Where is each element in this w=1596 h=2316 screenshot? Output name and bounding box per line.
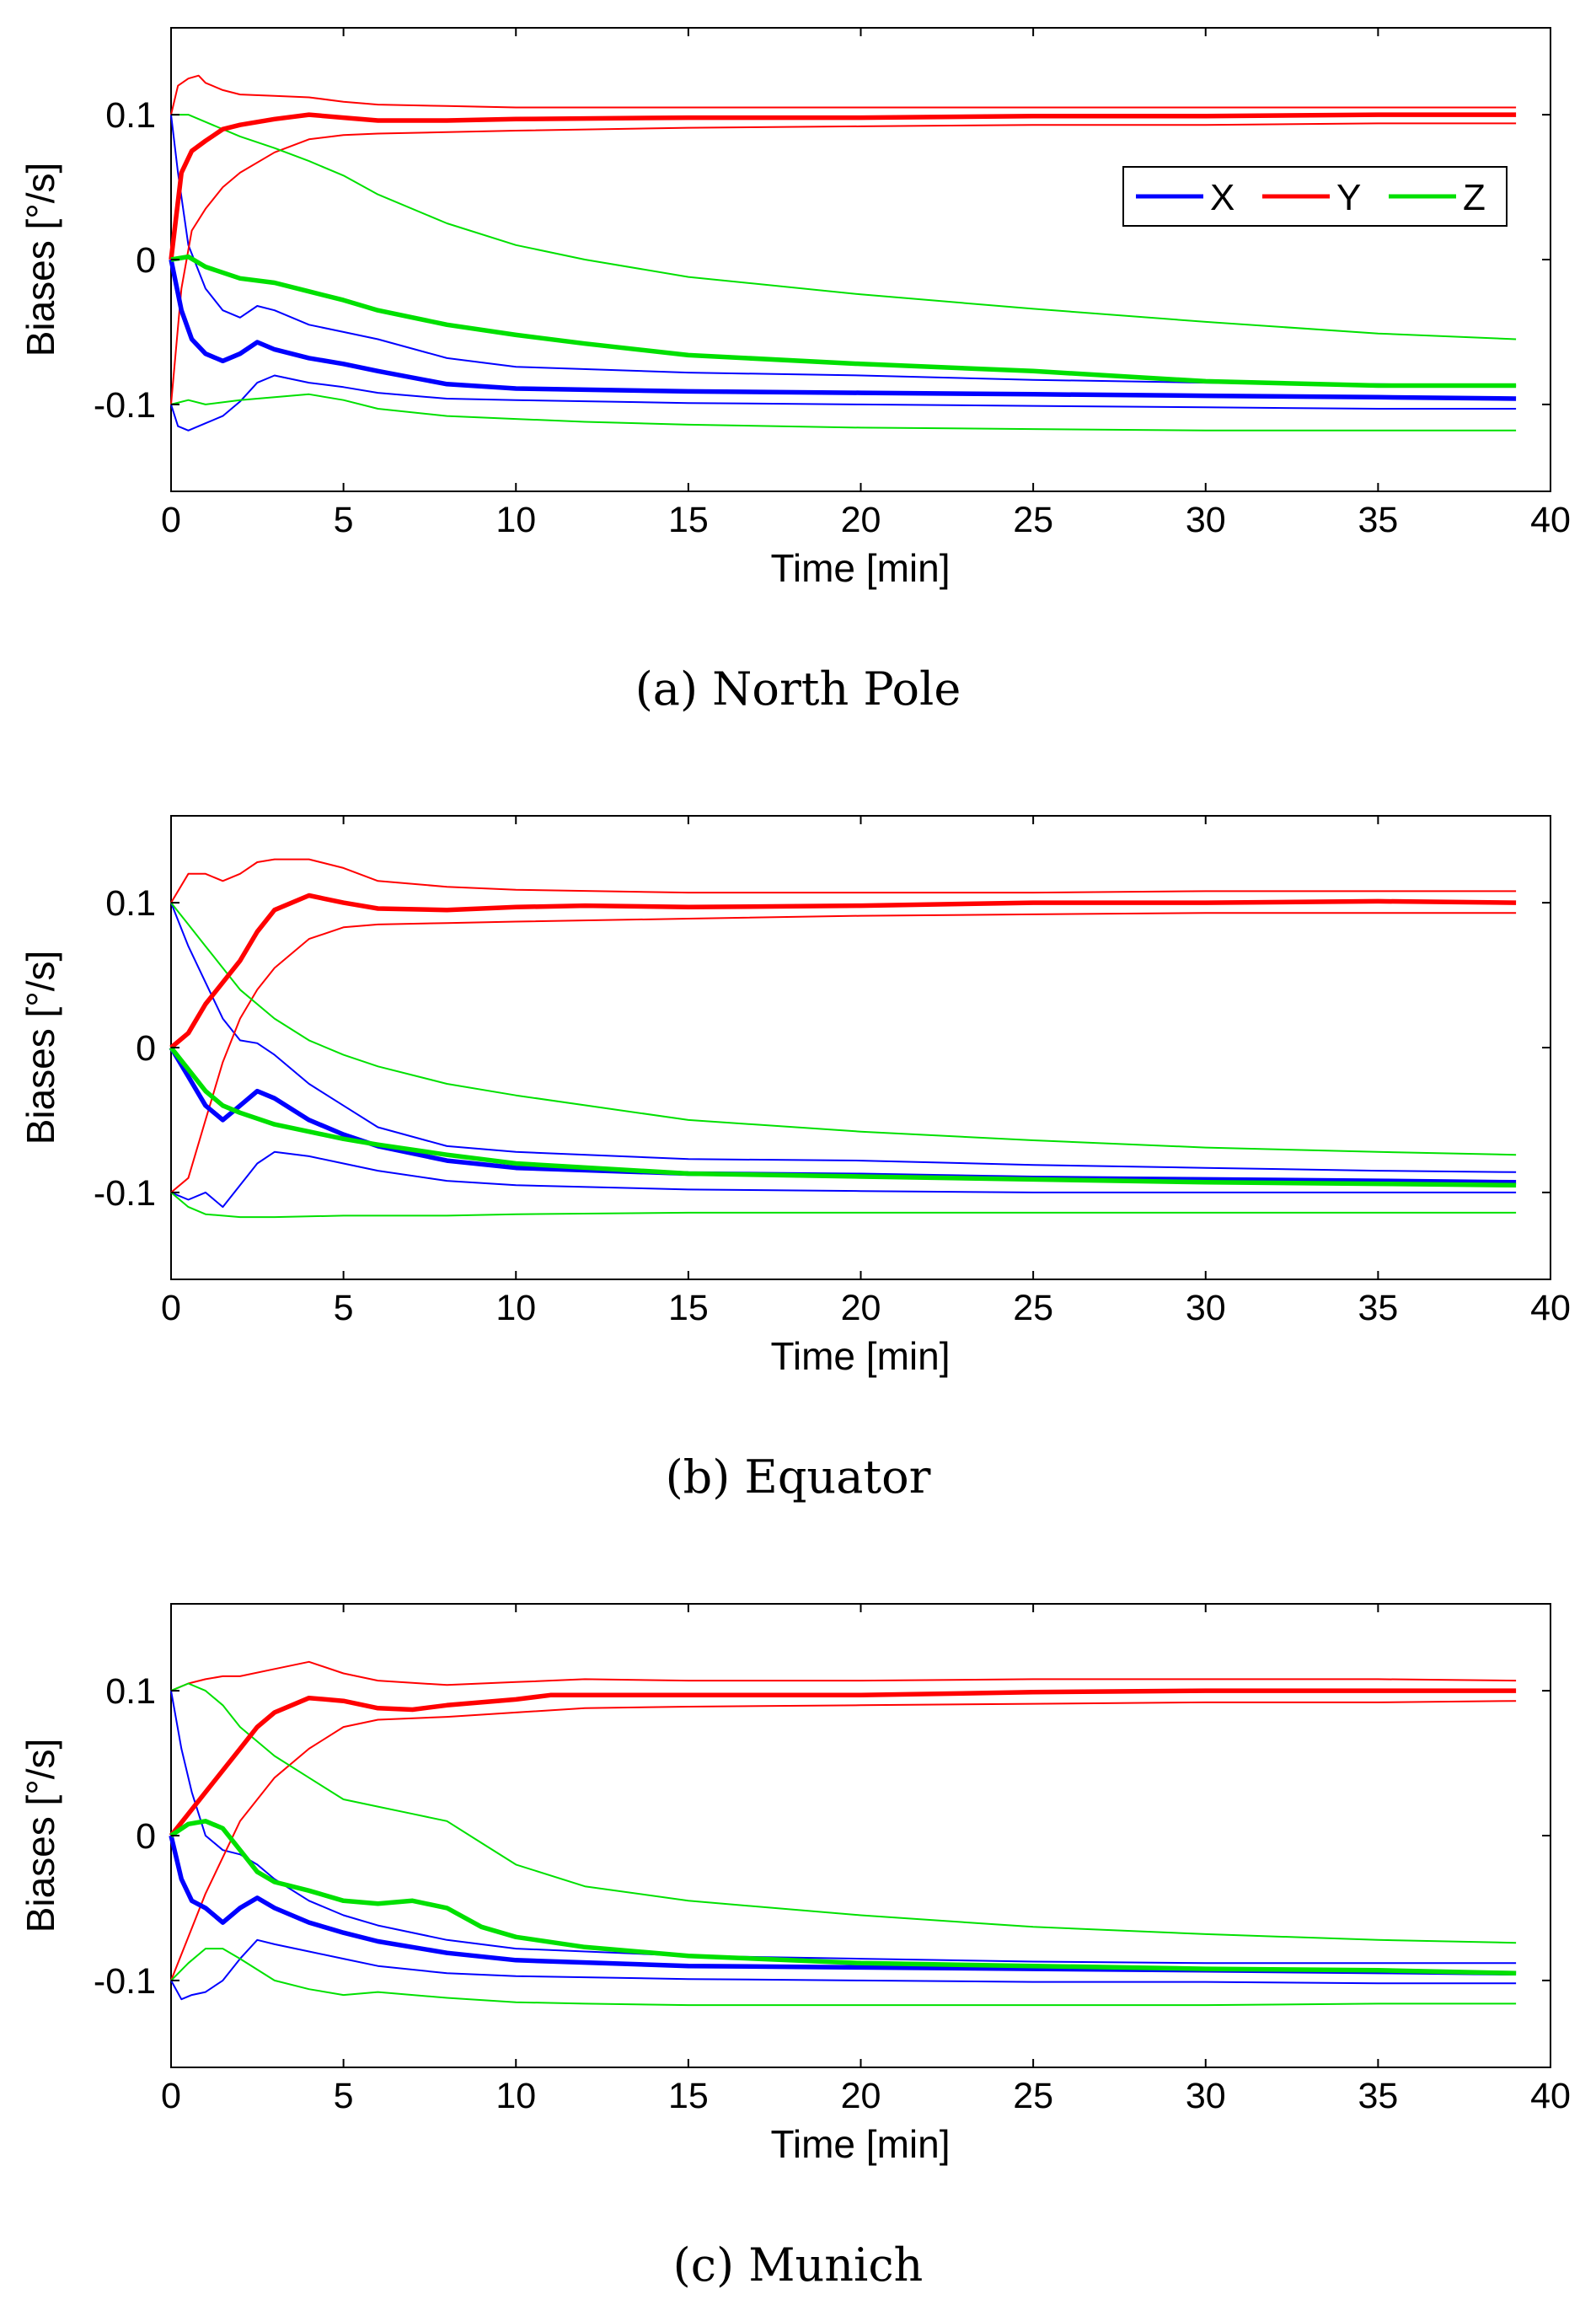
series-line-y-lower-bound [170,122,1517,405]
caption-north-pole: (a) North Pole [635,662,961,716]
x-tick-label: 15 [668,1288,709,1328]
caption-equator: (b) Equator [666,1450,931,1504]
x-tick-label: 5 [334,500,354,540]
y-axis-label: Biases [°/s] [19,1739,62,1933]
series-lines [169,1660,1517,2007]
x-tick-label: 20 [841,500,881,540]
series-line-y [169,112,1517,260]
series-line-x-lower-bound [170,374,1517,432]
series-line-x [169,259,1517,401]
x-axis-label: Time [min] [771,546,951,590]
series-lines [169,74,1517,432]
series-line-z [169,1046,1517,1188]
y-tick-label: 0 [136,240,156,281]
y-axis-label: Biases [°/s] [19,163,62,357]
legend: X Y Z [1122,166,1508,227]
x-tick-label: 35 [1358,500,1398,540]
panel-equator: 0 5 10 15 20 25 30 35 40 -0.1 0 0.1 Time [min] Bias… [19,815,1571,1504]
x-tick-label: 10 [495,1288,536,1328]
x-tick-label: 35 [1358,2076,1398,2116]
series-line-z [169,1819,1517,1976]
y-tick-label: 0.1 [105,883,156,924]
series-line-z-upper-bound [171,114,1517,340]
x-tick-label: 40 [1530,500,1571,540]
x-tick-label: 0 [161,500,181,540]
y-tick-label: -0.1 [94,1961,156,2002]
x-tick-label: 25 [1013,500,1053,540]
x-tick-label: 30 [1186,1288,1226,1328]
y-axis-label: Biases [°/s] [19,951,62,1145]
x-tick-label: 35 [1358,1288,1398,1328]
axis-ticks: 0 5 10 15 20 25 30 35 40 -0.1 0 0.1 [94,816,1571,1328]
y-tick-label: -0.1 [94,1173,156,1214]
series-line-x-lower-bound [170,1150,1517,1209]
y-tick-label: 0.1 [105,95,156,136]
x-tick-label: 40 [1530,1288,1571,1328]
axis-ticks: 0 5 10 15 20 25 30 35 40 -0.1 0 0.1 [94,28,1571,540]
series-line-z-lower-bound [170,1192,1517,1219]
x-tick-label: 10 [495,2076,536,2116]
x-tick-label: 25 [1013,1288,1053,1328]
series-line-x-upper-bound [170,1690,1517,1965]
series-line-z-upper-bound [170,1682,1517,1944]
series-line-x [169,1835,1517,1976]
legend-label-x: X [1210,177,1234,218]
x-tick-label: 30 [1186,500,1226,540]
x-tick-label: 40 [1530,2076,1571,2116]
y-tick-label: 0 [136,1028,156,1069]
x-tick-label: 10 [495,500,536,540]
x-tick-label: 15 [668,2076,709,2116]
panel-munich: 0 5 10 15 20 25 30 35 40 -0.1 0 0.1 Time [min] Bias… [19,1603,1571,2292]
plot-area-frame [170,1603,1551,2068]
series-line-z-upper-bound [170,902,1517,1156]
x-tick-label: 0 [161,2076,181,2116]
series-line-y [169,1688,1517,1837]
series-line-y-lower-bound [170,1700,1517,1981]
series-line-x-upper-bound [170,114,1517,387]
legend-label-z: Z [1463,177,1486,218]
series-line-x-upper-bound [170,902,1517,1173]
series-line-z-lower-bound [170,1948,1517,2007]
x-tick-label: 5 [334,1288,354,1328]
caption-munich: (c) Munich [673,2238,924,2292]
y-tick-label: -0.1 [94,385,156,426]
series-line-x-lower-bound [170,1938,1517,2001]
series-line-z [170,254,1517,389]
series-line-y [169,893,1517,1050]
y-tick-label: 0 [136,1816,156,1857]
x-tick-label: 20 [841,1288,881,1328]
x-tick-label: 0 [161,1288,181,1328]
series-line-y-upper-bound [170,858,1517,903]
x-tick-label: 30 [1186,2076,1226,2116]
legend-label-y: Y [1336,177,1361,218]
y-tick-label: 0.1 [105,1671,156,1712]
x-tick-label: 15 [668,500,709,540]
x-tick-label: 5 [334,2076,354,2116]
series-lines [169,858,1517,1219]
series-line-z-lower-bound [170,393,1517,432]
plot-area-frame [170,815,1551,1280]
series-line-y-upper-bound [170,1660,1517,1692]
x-tick-label: 20 [841,2076,881,2116]
x-tick-label: 25 [1013,2076,1053,2116]
x-axis-label: Time [min] [771,1334,951,1378]
axis-ticks: 0 5 10 15 20 25 30 35 40 -0.1 0 0.1 [94,1604,1571,2116]
x-axis-label: Time [min] [771,2122,951,2166]
panel-north-pole: 0 5 10 15 20 25 30 35 40 -0.1 0 0.1 X Y Z Time [min… [19,27,1571,716]
plot-area-frame [170,27,1551,492]
series-line-y-lower-bound [170,912,1517,1193]
series-line-y-upper-bound [170,74,1517,115]
